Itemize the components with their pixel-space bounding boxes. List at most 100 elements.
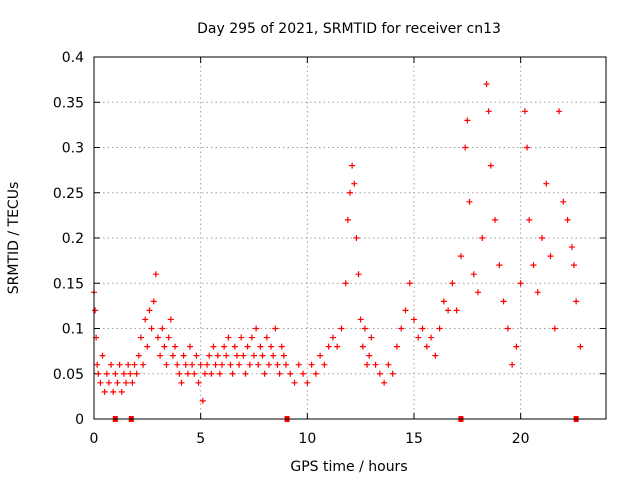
data-point xyxy=(97,379,104,386)
data-point xyxy=(393,343,400,350)
data-point xyxy=(564,216,571,223)
data-point xyxy=(349,162,356,169)
data-point xyxy=(457,253,464,260)
data-point xyxy=(351,180,358,187)
data-point xyxy=(120,370,127,377)
data-point xyxy=(317,352,324,359)
data-point xyxy=(263,334,270,341)
data-point xyxy=(197,361,204,368)
y-axis-label: SRMTID / TECUs xyxy=(6,182,22,295)
data-point xyxy=(479,235,486,241)
data-point xyxy=(189,361,196,368)
data-point xyxy=(199,397,206,404)
data-point xyxy=(470,271,477,278)
x-tick-label: 10 xyxy=(298,431,316,447)
data-point xyxy=(287,370,294,377)
data-point xyxy=(278,343,285,350)
data-point xyxy=(101,388,108,395)
data-point xyxy=(357,316,364,323)
plot-frame xyxy=(93,56,607,420)
data-point xyxy=(236,361,243,368)
data-point xyxy=(440,298,447,305)
data-point xyxy=(344,216,351,223)
data-point xyxy=(368,334,375,341)
data-point xyxy=(219,361,225,368)
data-point xyxy=(445,307,452,314)
data-point xyxy=(304,379,311,386)
data-point xyxy=(251,352,257,359)
data-point xyxy=(187,343,193,350)
axis-ticks: 0 0.05 0.1 0.15 0.2 0.25 0.3 0.35 0.4 0 5 10 15 20 xyxy=(53,50,606,447)
data-point xyxy=(118,388,125,395)
data-point xyxy=(204,361,211,368)
data-point xyxy=(201,370,208,377)
data-point xyxy=(240,352,247,359)
data-point xyxy=(526,216,533,223)
data-point xyxy=(167,316,174,323)
grid-lines xyxy=(94,57,606,419)
data-point xyxy=(172,343,179,350)
data-point xyxy=(146,307,153,314)
data-point xyxy=(295,361,302,368)
data-point xyxy=(571,262,577,269)
y-tick-label: 0.15 xyxy=(53,276,84,292)
data-point xyxy=(125,361,132,368)
data-point xyxy=(361,325,368,332)
data-point xyxy=(169,352,176,359)
data-point xyxy=(291,379,298,386)
data-point xyxy=(504,325,511,332)
data-point xyxy=(500,298,507,305)
data-point xyxy=(227,361,234,368)
data-point xyxy=(174,361,181,368)
data-point xyxy=(342,280,349,287)
data-point xyxy=(176,370,183,377)
x-axis-label: GPS time / hours xyxy=(290,459,407,475)
data-point xyxy=(221,343,228,350)
data-point xyxy=(560,198,567,205)
data-point xyxy=(163,361,170,368)
data-point xyxy=(231,343,238,350)
data-point xyxy=(233,352,240,359)
data-point xyxy=(280,352,287,359)
data-point xyxy=(398,325,405,332)
data-point xyxy=(150,298,157,305)
data-point xyxy=(184,370,191,377)
data-point xyxy=(272,325,279,332)
data-point xyxy=(142,316,149,323)
data-point xyxy=(366,352,373,359)
data-point xyxy=(259,352,266,359)
x-tick-label: 15 xyxy=(405,431,423,447)
y-tick-label: 0.4 xyxy=(62,50,84,66)
data-point xyxy=(423,343,430,350)
data-point xyxy=(372,361,379,368)
data-point xyxy=(402,307,409,314)
data-point xyxy=(182,361,189,368)
data-point xyxy=(464,117,471,124)
data-point xyxy=(547,253,554,260)
data-point xyxy=(191,370,198,377)
data-point xyxy=(246,361,253,368)
data-point xyxy=(334,343,341,350)
data-point xyxy=(112,370,119,377)
data-point xyxy=(475,289,481,296)
data-point xyxy=(283,361,289,368)
data-point xyxy=(133,370,140,377)
data-point xyxy=(321,361,328,368)
data-point xyxy=(210,343,217,350)
data-point xyxy=(487,162,494,169)
data-point xyxy=(534,289,541,296)
data-point xyxy=(449,280,456,287)
x-tick-label: 5 xyxy=(196,431,205,447)
y-tick-label: 0.25 xyxy=(53,186,84,202)
data-point xyxy=(436,325,443,332)
y-tick-label: 0.3 xyxy=(62,141,84,157)
data-point xyxy=(389,370,396,377)
data-point xyxy=(483,81,490,88)
data-point xyxy=(180,352,187,359)
data-point xyxy=(347,189,353,196)
data-point xyxy=(353,235,360,241)
data-point xyxy=(376,370,383,377)
x-tick-label: 0 xyxy=(90,431,99,447)
data-point xyxy=(329,334,336,341)
